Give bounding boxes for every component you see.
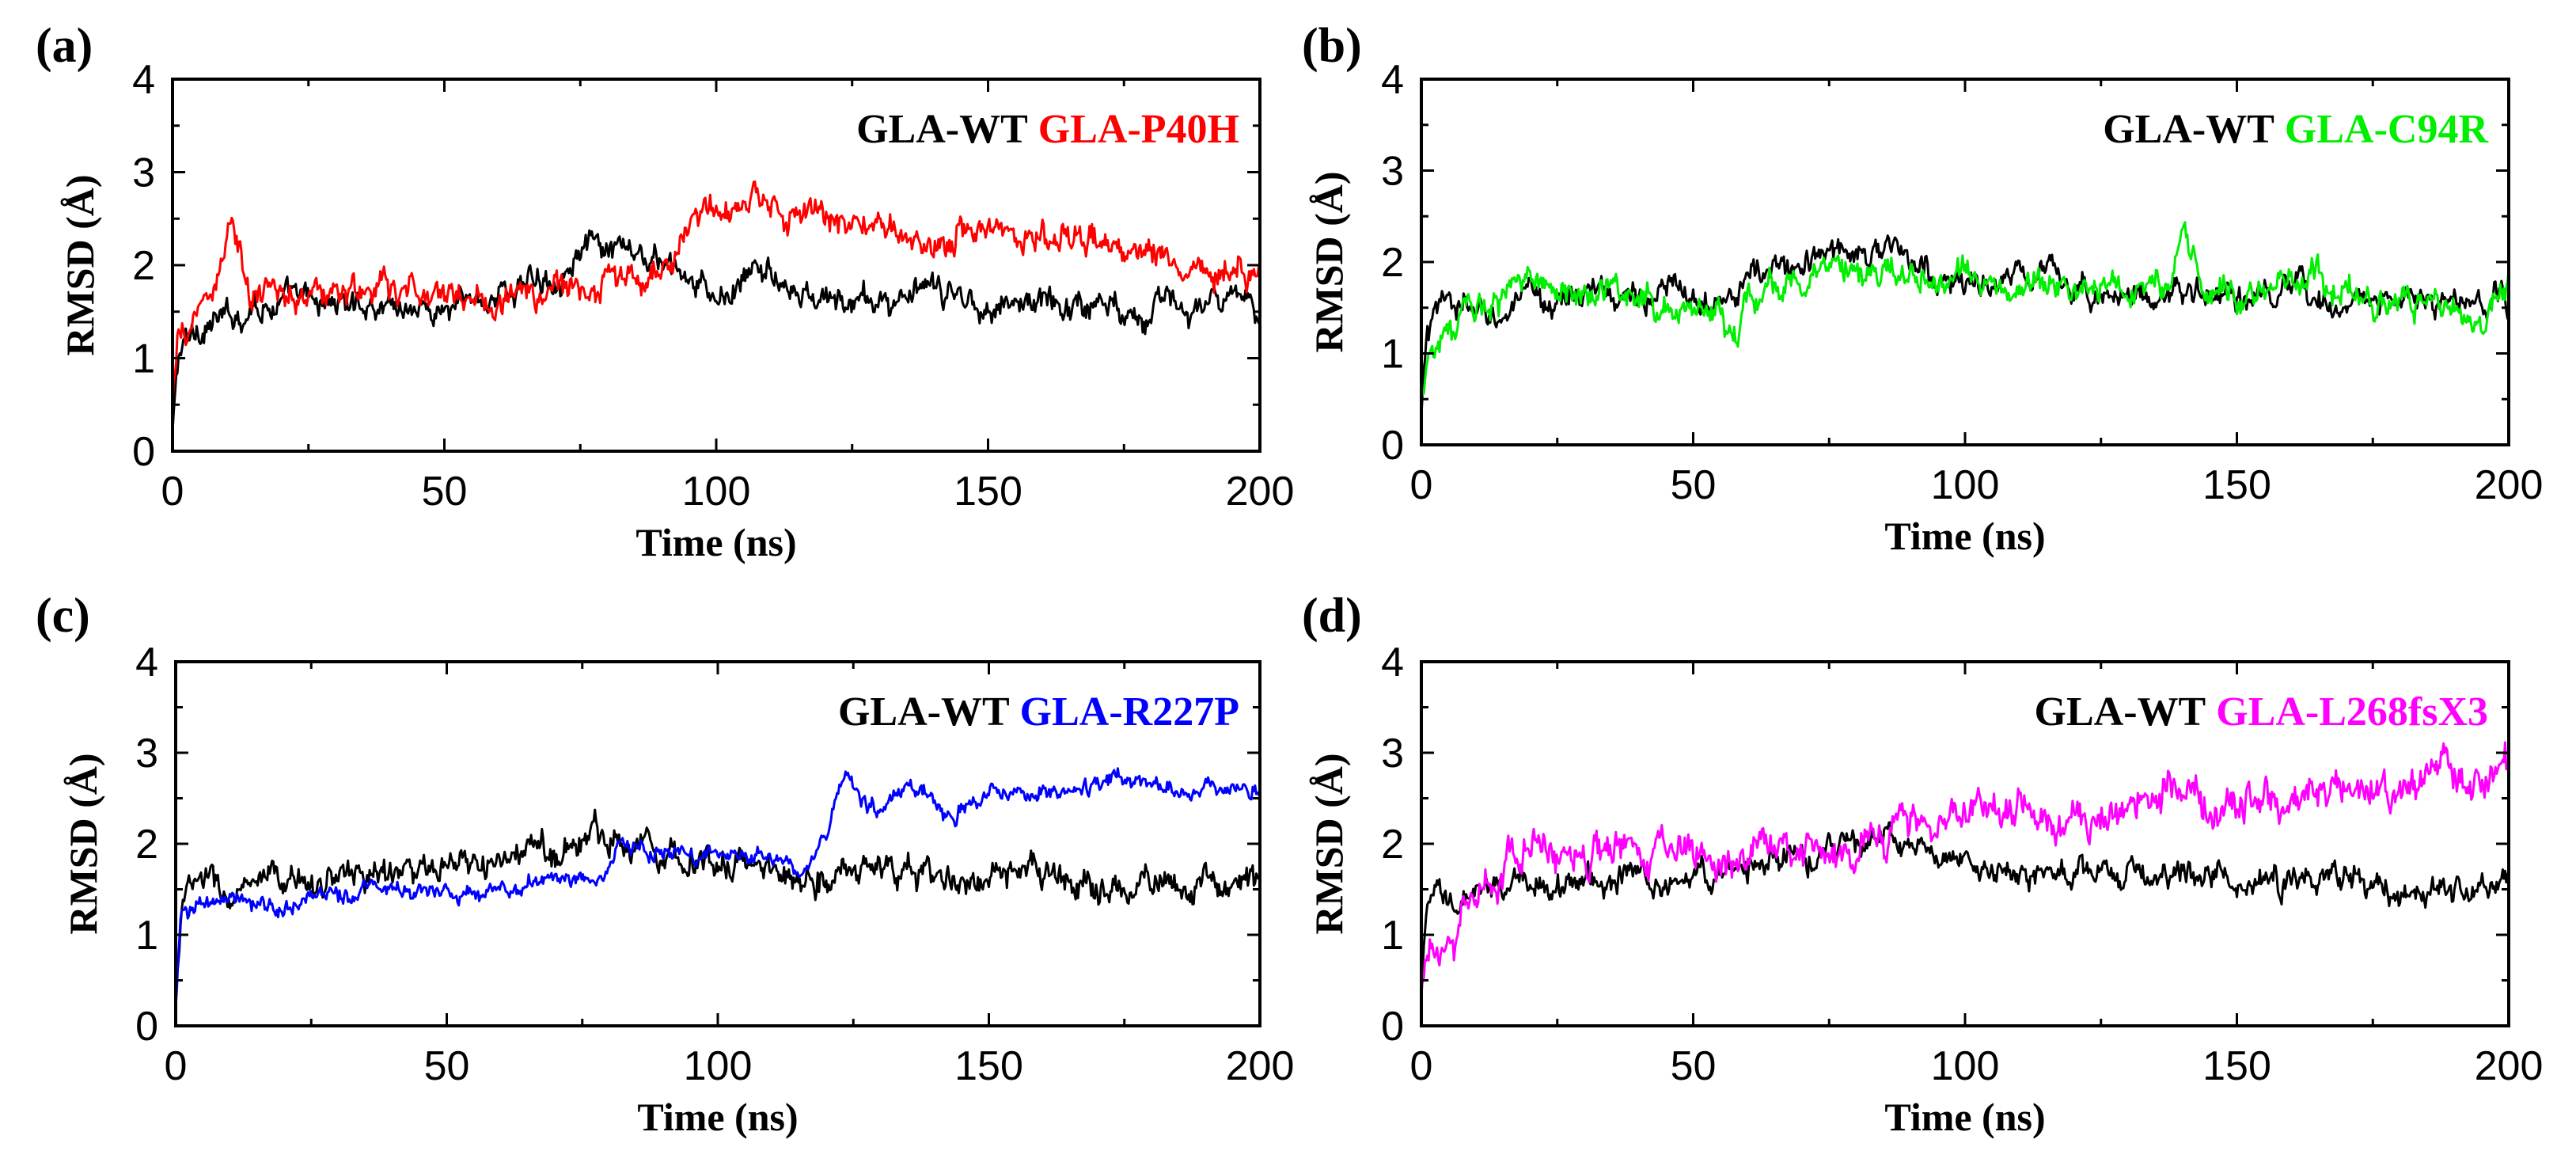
y-tick-label: 1 bbox=[132, 336, 155, 382]
y-tick-label: 0 bbox=[1381, 1004, 1404, 1050]
panel-b: (b) 0 50 100 150 200 0 1 2 3 4 Time (ns) RMSD (Å) GLA… bbox=[1302, 19, 2543, 558]
x-tick-label: 200 bbox=[1226, 1043, 1295, 1089]
y-tick-label: 3 bbox=[1381, 731, 1404, 777]
x-tick-label: 100 bbox=[1931, 462, 2000, 508]
y-tick-label: 3 bbox=[135, 731, 158, 777]
series-line-gla-wt bbox=[176, 808, 1260, 999]
x-tick-label: 100 bbox=[1931, 1043, 2000, 1089]
panel-label: (b) bbox=[1302, 19, 1362, 73]
y-tick-label: 2 bbox=[1381, 240, 1404, 286]
x-tick-label: 0 bbox=[165, 1043, 188, 1089]
x-tick-label: 100 bbox=[684, 1043, 753, 1089]
x-tick-label: 100 bbox=[682, 469, 751, 515]
y-axis-title: RMSD (Å) bbox=[1307, 753, 1351, 934]
series-line-gla-p40h bbox=[173, 180, 1260, 405]
legend-entry-gla-p40h: GLA-P40H bbox=[1028, 107, 1239, 152]
x-axis-title: Time (ns) bbox=[637, 1095, 798, 1139]
series-line-gla-r227p bbox=[176, 767, 1260, 1008]
x-tick-label: 50 bbox=[422, 469, 468, 515]
legend-entry-gla-wt: GLA-WT bbox=[856, 107, 1028, 152]
x-tick-label: 150 bbox=[2202, 1043, 2271, 1089]
y-tick-label: 4 bbox=[135, 640, 158, 685]
series-line-gla-wt bbox=[1421, 821, 2509, 999]
x-tick-label: 150 bbox=[954, 1043, 1023, 1089]
y-axis-title: RMSD (Å) bbox=[58, 174, 102, 355]
y-tick-label: 2 bbox=[135, 822, 158, 868]
legend-entry-gla-l268fsx3: GLA-L268fsX3 bbox=[2206, 689, 2488, 735]
y-tick-label: 0 bbox=[132, 429, 155, 475]
panel-a: (a) 0 50 100 150 200 0 1 2 3 4 Time (ns) RMSD (Å) GLA… bbox=[36, 19, 1294, 564]
x-axis-title: Time (ns) bbox=[1884, 514, 2045, 558]
series-line-gla-c94r bbox=[1421, 221, 2509, 400]
panel-label: (d) bbox=[1302, 589, 1362, 643]
y-tick-label: 4 bbox=[132, 57, 155, 103]
series-line-gla-l268fsx3 bbox=[1421, 741, 2509, 990]
x-tick-label: 50 bbox=[424, 1043, 470, 1089]
legend: GLA-WT GLA-C94R bbox=[2103, 107, 2489, 152]
legend-entry-gla-wt: GLA-WT bbox=[2103, 107, 2274, 152]
y-tick-label: 0 bbox=[135, 1004, 158, 1050]
legend-entry-gla-wt: GLA-WT bbox=[838, 689, 1010, 735]
y-tick-label: 4 bbox=[1381, 57, 1404, 103]
x-tick-label: 200 bbox=[2475, 462, 2544, 508]
panel-label: (a) bbox=[36, 19, 93, 73]
panel-label: (c) bbox=[36, 589, 90, 643]
y-tick-label: 2 bbox=[1381, 822, 1404, 868]
legend: GLA-WT GLA-P40H bbox=[856, 107, 1239, 152]
legend-entry-gla-c94r: GLA-C94R bbox=[2274, 107, 2490, 152]
panel-c: (c) 0 50 100 150 200 0 1 2 3 4 Time (ns) RMSD (Å) GLA… bbox=[36, 589, 1294, 1139]
y-tick-label: 1 bbox=[135, 913, 158, 959]
legend-entry-gla-r227p: GLA-R227P bbox=[1010, 689, 1239, 735]
x-tick-label: 50 bbox=[1671, 1043, 1717, 1089]
y-tick-label: 4 bbox=[1381, 640, 1404, 685]
series-line-gla-wt bbox=[1421, 234, 2509, 418]
y-tick-label: 1 bbox=[1381, 913, 1404, 959]
x-tick-label: 150 bbox=[954, 469, 1022, 515]
x-tick-label: 0 bbox=[161, 469, 184, 515]
x-tick-label: 0 bbox=[1410, 462, 1433, 508]
x-tick-label: 150 bbox=[2202, 462, 2271, 508]
legend: GLA-WT GLA-R227P bbox=[838, 689, 1239, 735]
y-tick-label: 3 bbox=[1381, 149, 1404, 195]
x-tick-label: 50 bbox=[1671, 462, 1717, 508]
x-axis-title: Time (ns) bbox=[1884, 1095, 2045, 1139]
y-axis-title: RMSD (Å) bbox=[1307, 171, 1351, 352]
series-line-gla-wt bbox=[173, 229, 1260, 433]
x-tick-label: 200 bbox=[1226, 469, 1295, 515]
y-tick-label: 1 bbox=[1381, 332, 1404, 378]
legend-entry-gla-wt: GLA-WT bbox=[2035, 689, 2206, 735]
legend: GLA-WT GLA-L268fsX3 bbox=[2035, 689, 2488, 735]
y-axis-title: RMSD (Å) bbox=[61, 753, 105, 934]
y-tick-label: 0 bbox=[1381, 423, 1404, 469]
y-tick-label: 3 bbox=[132, 150, 155, 196]
x-tick-label: 200 bbox=[2475, 1043, 2544, 1089]
panel-d: (d) 0 50 100 150 200 0 1 2 3 4 Time (ns) RMSD (Å) GLA… bbox=[1302, 589, 2543, 1139]
x-tick-label: 0 bbox=[1410, 1043, 1433, 1089]
y-tick-label: 2 bbox=[132, 243, 155, 289]
x-axis-title: Time (ns) bbox=[635, 520, 796, 564]
